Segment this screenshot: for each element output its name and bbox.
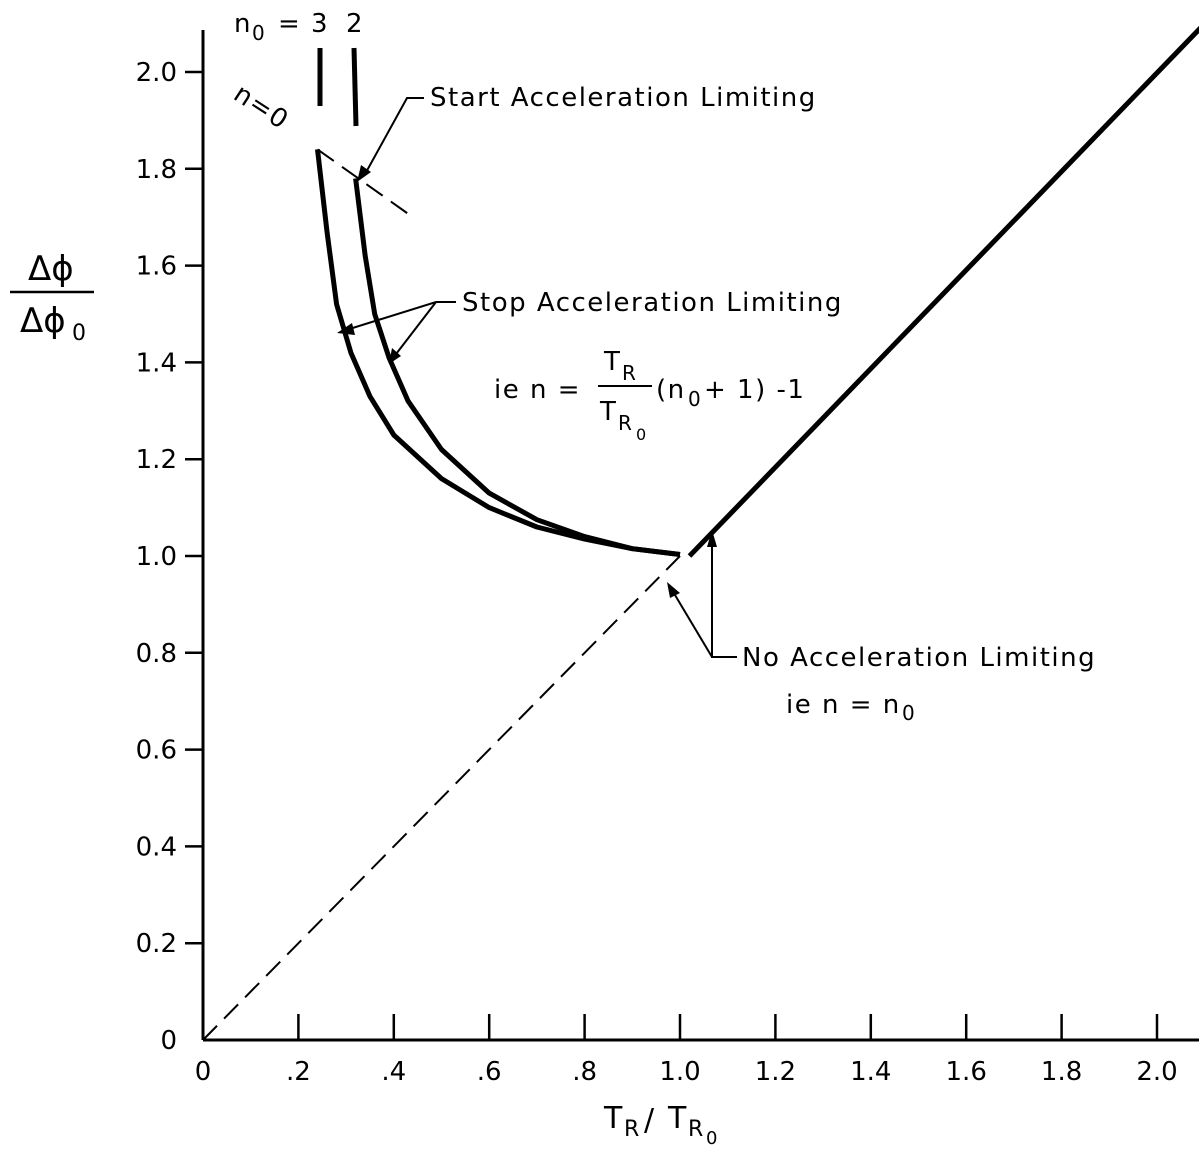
series-group	[202, 25, 1199, 1041]
x-tick-label: 1.6	[946, 1057, 987, 1087]
equation-prefix: ie n =	[494, 375, 581, 405]
equation-suffix-sub: 0	[688, 387, 701, 411]
n0-2-marker	[351, 47, 359, 127]
x-label-sub2: R	[688, 1117, 703, 1142]
x-tick-label: .6	[477, 1057, 502, 1087]
x-label-subsub2: 0	[706, 1128, 717, 1149]
y-tick-label: 0.8	[136, 639, 177, 669]
start-limit-label: Start Acceleration Limiting	[430, 83, 817, 113]
no-limit-arrowhead-b	[667, 582, 680, 598]
no-limit-leader-a	[711, 540, 737, 658]
y-tick-label: 1.0	[136, 542, 177, 572]
equation-den-subsub: 0	[636, 425, 646, 444]
x-tick-label: .2	[286, 1057, 311, 1087]
n-zero-label: n=0	[228, 79, 294, 136]
series-line-n0-3	[315, 149, 681, 557]
x-tick-label: .4	[381, 1057, 406, 1087]
n0-label-values: = 3	[278, 9, 329, 39]
x-tick-label: 1.4	[850, 1057, 891, 1087]
y-tick-label: 0	[160, 1026, 177, 1056]
x-tick-label: 1.0	[659, 1057, 700, 1087]
stop-limit-label: Stop Acceleration Limiting	[462, 288, 843, 318]
ticks: 0.2.4.6.8 1.0 1.2 1.4 1.6 1.8 2.000.20.40.60.8…	[136, 58, 1178, 1087]
n0-label-sub: 0	[252, 21, 265, 45]
no-limit-annotation: No Acceleration Limiting ie n = n 0	[667, 530, 1096, 725]
x-tick-label: .8	[572, 1057, 597, 1087]
x-label-t2: T	[667, 1101, 687, 1136]
x-label-sub: R	[624, 1117, 639, 1142]
x-label-t: T	[603, 1101, 623, 1136]
x-tick-label: 1.8	[1041, 1057, 1082, 1087]
x-tick-label: 2.0	[1136, 1057, 1177, 1087]
no-limit-leader-b	[671, 589, 713, 658]
n0-label-value2: 2	[346, 9, 364, 39]
stop-limit-leader-a	[342, 301, 456, 332]
no-limit-equation: ie n = n	[786, 690, 901, 720]
y-tick-label: 1.8	[136, 155, 177, 185]
y-axis-label: Δϕ Δϕ 0	[10, 249, 94, 346]
stop-limit-leader-b	[392, 301, 437, 359]
n0-label-base: n	[234, 9, 252, 39]
stop-limit-arrowhead-b	[389, 348, 401, 364]
start-limit-annotation: Start Acceleration Limiting	[357, 83, 817, 182]
x-label-sep: /	[644, 1103, 655, 1138]
y-tick-label: 2.0	[136, 58, 177, 88]
equation-num-sub: R	[622, 361, 636, 385]
stop-limit-annotation: Stop Acceleration Limiting	[337, 288, 843, 364]
y-label-numerator: Δϕ	[28, 249, 74, 289]
y-tick-label: 0.4	[136, 832, 177, 862]
equation-num-t: T	[603, 347, 621, 377]
y-label-denominator: Δϕ	[20, 301, 66, 341]
x-axis-label: T R / T R 0	[603, 1101, 717, 1149]
stop-limit-arrowhead-a	[337, 323, 355, 335]
no-limit-label: No Acceleration Limiting	[742, 643, 1096, 673]
no-limit-arrowhead-a	[707, 530, 717, 547]
y-label-denominator-sub: 0	[72, 321, 86, 346]
start-limit-leader	[363, 97, 424, 177]
y-tick-label: 1.2	[136, 445, 177, 475]
equation-den-sub: R	[618, 411, 632, 435]
y-tick-label: 0.6	[136, 736, 177, 766]
y-tick-label: 1.4	[136, 348, 177, 378]
series-line-n0-2	[353, 178, 681, 557]
y-tick-label: 0.2	[136, 929, 177, 959]
y-tick-label: 1.6	[136, 252, 177, 282]
series-line-no-acceleration-limiting	[687, 25, 1199, 558]
x-tick-label: 0	[195, 1057, 212, 1087]
start-limit-arrowhead	[357, 165, 371, 182]
n0-label: n 0 = 3 2	[234, 9, 364, 127]
no-limit-equation-sub: 0	[902, 701, 915, 725]
equation-den-t: T	[599, 397, 617, 427]
x-tick-label: 1.2	[755, 1057, 796, 1087]
equation-suffix-b: + 1) -1	[704, 375, 805, 405]
equation-suffix-a: (n	[656, 375, 686, 405]
series-line-n-0	[316, 148, 414, 219]
series-line-diagonal	[202, 555, 681, 1041]
stop-limit-equation: ie n = T R T R 0 (n 0 + 1) -1	[494, 347, 805, 444]
